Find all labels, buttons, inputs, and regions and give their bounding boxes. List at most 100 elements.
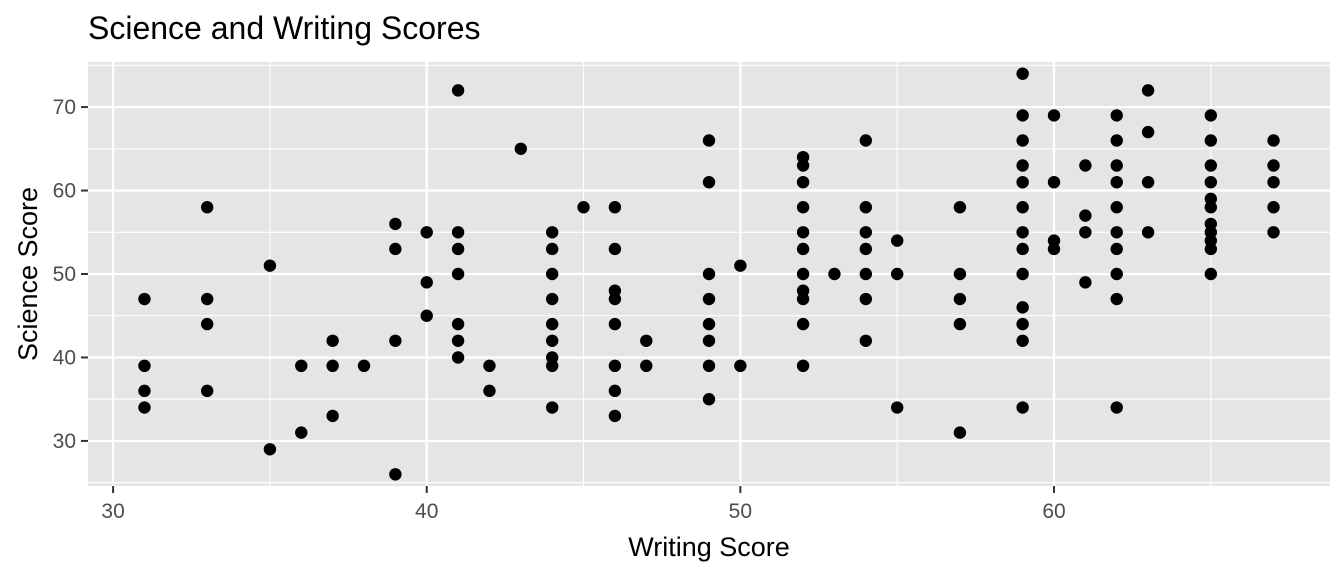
scatter-point <box>451 317 465 331</box>
scatter-point <box>1016 267 1029 281</box>
scatter-point <box>953 292 967 306</box>
scatter-point <box>608 409 622 423</box>
scatter-point <box>451 226 465 239</box>
x-axis-title: Writing Score <box>628 532 790 562</box>
scatter-point <box>859 242 873 256</box>
scatter-point <box>608 242 622 256</box>
scatter-point <box>295 426 308 439</box>
x-tick-label: 40 <box>415 500 438 523</box>
scatter-point <box>420 276 433 289</box>
scatter-point <box>200 201 214 214</box>
scatter-point <box>451 242 465 256</box>
scatter-point <box>577 201 590 214</box>
scatter-point <box>702 292 716 306</box>
x-tick-label: 50 <box>729 500 752 523</box>
scatter-point <box>483 359 496 373</box>
y-tick-label: 60 <box>53 180 76 203</box>
scatter-point <box>545 334 559 347</box>
scatter-point <box>828 267 841 281</box>
scatter-point <box>451 267 465 281</box>
scatter-point <box>1047 109 1061 122</box>
scatter-point <box>1141 84 1155 97</box>
scatter-point <box>1047 175 1061 189</box>
scatter-point <box>608 201 622 214</box>
scatter-point <box>702 334 716 347</box>
y-tick-label: 70 <box>53 96 76 119</box>
scatter-point <box>796 267 810 281</box>
scatter-point <box>702 317 716 331</box>
scatter-point <box>1016 175 1029 189</box>
y-tick-label: 40 <box>53 346 76 369</box>
scatter-point <box>890 267 904 281</box>
scatter-point <box>420 309 433 322</box>
scatter-point <box>1110 175 1123 189</box>
scatter-point <box>953 201 967 214</box>
scatter-point <box>608 359 622 373</box>
y-tick-label: 30 <box>53 430 76 453</box>
scatter-point <box>1267 175 1280 189</box>
scatter-point <box>451 334 465 347</box>
scatter-point <box>545 359 559 373</box>
scatter-point <box>796 159 810 172</box>
scatter-point <box>389 468 402 481</box>
scatter-point <box>1204 201 1218 214</box>
scatter-point <box>1016 301 1029 314</box>
scatter-point <box>545 267 559 281</box>
scatter-point <box>859 292 873 306</box>
scatter-point <box>859 267 873 281</box>
scatter-point <box>1267 201 1280 214</box>
scatter-point <box>796 292 810 306</box>
scatter-point <box>1016 242 1029 256</box>
scatter-point <box>859 134 873 147</box>
scatter-point <box>326 359 339 373</box>
grid-lines <box>88 62 1330 486</box>
scatter-point <box>326 409 339 423</box>
y-tick-label: 50 <box>53 263 76 286</box>
scatter-point <box>1204 134 1218 147</box>
scatter-point <box>138 292 151 306</box>
scatter-point <box>953 426 967 439</box>
scatter-point <box>1110 201 1123 214</box>
scatter-point <box>859 201 873 214</box>
scatter-point <box>545 317 559 331</box>
scatter-point <box>1047 242 1061 256</box>
scatter-point <box>1016 317 1029 331</box>
scatter-point <box>263 443 277 456</box>
scatter-point <box>200 292 214 306</box>
scatter-point <box>200 384 214 398</box>
scatter-point <box>1267 134 1280 147</box>
scatter-point <box>796 201 810 214</box>
scatter-point <box>1204 267 1218 281</box>
scatter-point <box>1110 242 1123 256</box>
scatter-point <box>1016 334 1029 347</box>
scatter-point <box>545 242 559 256</box>
scatter-point <box>1204 242 1218 256</box>
scatter-point <box>608 292 622 306</box>
scatter-point <box>890 401 904 414</box>
scatter-point <box>1110 109 1123 122</box>
scatter-point <box>1267 226 1280 239</box>
scatter-point <box>796 359 810 373</box>
scatter-point <box>389 217 402 231</box>
scatter-point <box>796 175 810 189</box>
scatter-point <box>796 226 810 239</box>
scatter-point <box>702 392 716 406</box>
scatter-point <box>263 259 277 272</box>
scatter-point <box>1110 134 1123 147</box>
scatter-point <box>1016 67 1029 80</box>
scatter-point <box>1016 109 1029 122</box>
scatter-point <box>734 259 747 272</box>
scatter-point <box>890 234 904 247</box>
scatter-point <box>734 359 747 373</box>
data-points <box>138 67 1280 481</box>
scatter-point <box>483 384 496 398</box>
scatter-point <box>138 384 151 398</box>
scatter-point <box>796 242 810 256</box>
scatter-point <box>1141 125 1155 139</box>
chart-title: Science and Writing Scores <box>88 10 480 46</box>
scatter-point <box>1204 159 1218 172</box>
scatter-point <box>514 142 528 156</box>
scatter-point <box>640 334 653 347</box>
scatter-point <box>1141 175 1155 189</box>
